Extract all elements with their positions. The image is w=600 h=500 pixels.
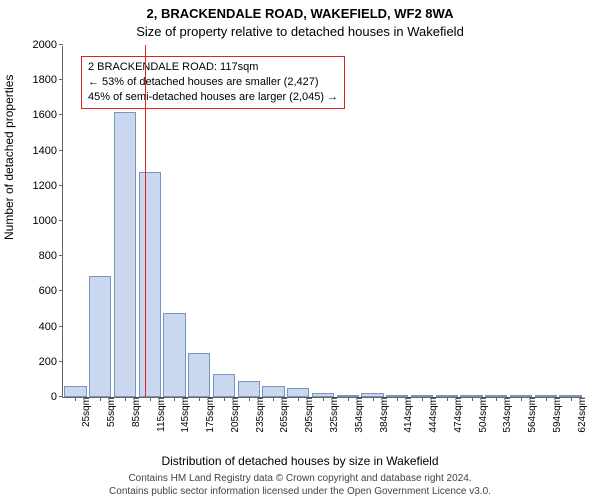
x-tick-mark	[224, 397, 225, 401]
footer-attribution: Contains HM Land Registry data © Crown c…	[0, 473, 600, 498]
annotation-line2: ← 53% of detached houses are smaller (2,…	[88, 75, 338, 90]
x-tick-label: 205sqm	[228, 397, 241, 433]
x-tick-mark	[571, 397, 572, 401]
x-tick-mark	[249, 397, 250, 401]
y-tick-label: 1800	[33, 74, 63, 86]
x-tick-label: 295sqm	[302, 397, 315, 433]
y-tick-mark	[59, 290, 63, 291]
x-tick-mark	[521, 397, 522, 401]
x-tick-mark	[273, 397, 274, 401]
histogram-bar	[238, 381, 260, 397]
y-axis-label: Number of detached properties	[2, 75, 16, 240]
y-tick-mark	[59, 396, 63, 397]
x-tick-mark	[100, 397, 101, 401]
y-tick-mark	[59, 114, 63, 115]
y-tick-label: 200	[39, 356, 63, 368]
histogram-bar	[114, 112, 136, 397]
histogram-bar	[188, 353, 210, 397]
x-tick-label: 55sqm	[104, 397, 117, 427]
y-tick-label: 800	[39, 250, 63, 262]
histogram-bar	[213, 374, 235, 397]
x-tick-mark	[397, 397, 398, 401]
x-tick-label: 85sqm	[129, 397, 142, 427]
y-tick-label: 400	[39, 321, 63, 333]
y-tick-mark	[59, 255, 63, 256]
footer-line1: Contains HM Land Registry data © Crown c…	[0, 473, 600, 486]
x-tick-mark	[472, 397, 473, 401]
histogram-bar	[139, 172, 161, 397]
histogram-bar	[262, 386, 284, 397]
title-sub: Size of property relative to detached ho…	[0, 24, 600, 39]
x-tick-label: 624sqm	[575, 397, 588, 433]
x-tick-label: 534sqm	[500, 397, 513, 433]
x-tick-label: 444sqm	[426, 397, 439, 433]
x-tick-label: 354sqm	[352, 397, 365, 433]
reference-line	[145, 45, 146, 397]
y-tick-mark	[59, 185, 63, 186]
x-tick-mark	[496, 397, 497, 401]
y-tick-mark	[59, 150, 63, 151]
histogram-bar	[163, 313, 185, 397]
x-axis-label: Distribution of detached houses by size …	[0, 454, 600, 468]
histogram-bar	[89, 276, 111, 397]
y-tick-label: 1400	[33, 145, 63, 157]
y-tick-mark	[59, 326, 63, 327]
histogram-bar	[287, 388, 309, 397]
y-tick-label: 1600	[33, 109, 63, 121]
x-tick-label: 235sqm	[253, 397, 266, 433]
annotation-line1: 2 BRACKENDALE ROAD: 117sqm	[88, 60, 338, 75]
title-main: 2, BRACKENDALE ROAD, WAKEFIELD, WF2 8WA	[0, 6, 600, 21]
y-tick-label: 2000	[33, 39, 63, 51]
x-tick-mark	[447, 397, 448, 401]
x-tick-label: 384sqm	[377, 397, 390, 433]
x-tick-label: 564sqm	[525, 397, 538, 433]
x-tick-label: 25sqm	[79, 397, 92, 427]
x-tick-label: 265sqm	[277, 397, 290, 433]
x-tick-mark	[174, 397, 175, 401]
y-tick-mark	[59, 361, 63, 362]
y-tick-label: 1200	[33, 180, 63, 192]
y-tick-label: 0	[51, 391, 63, 403]
x-tick-mark	[546, 397, 547, 401]
x-tick-label: 325sqm	[327, 397, 340, 433]
x-tick-mark	[323, 397, 324, 401]
x-tick-mark	[298, 397, 299, 401]
x-tick-label: 115sqm	[154, 397, 167, 432]
x-tick-mark	[422, 397, 423, 401]
y-tick-label: 600	[39, 285, 63, 297]
x-tick-mark	[75, 397, 76, 401]
annotation-box: 2 BRACKENDALE ROAD: 117sqm ← 53% of deta…	[81, 56, 345, 109]
annotation-line3: 45% of semi-detached houses are larger (…	[88, 90, 338, 105]
x-tick-mark	[150, 397, 151, 401]
x-tick-label: 175sqm	[203, 397, 216, 433]
y-tick-mark	[59, 79, 63, 80]
x-tick-label: 504sqm	[476, 397, 489, 433]
x-tick-mark	[199, 397, 200, 401]
x-tick-label: 145sqm	[178, 397, 191, 433]
y-tick-mark	[59, 220, 63, 221]
x-tick-mark	[125, 397, 126, 401]
x-tick-label: 594sqm	[550, 397, 563, 433]
footer-line2: Contains public sector information licen…	[0, 486, 600, 499]
x-tick-label: 474sqm	[451, 397, 464, 433]
y-tick-mark	[59, 44, 63, 45]
histogram-bar	[64, 386, 86, 397]
chart-plot-area: 2 BRACKENDALE ROAD: 117sqm ← 53% of deta…	[62, 46, 582, 398]
x-tick-mark	[348, 397, 349, 401]
y-tick-label: 1000	[33, 215, 63, 227]
x-tick-label: 414sqm	[401, 397, 414, 433]
x-tick-mark	[373, 397, 374, 401]
